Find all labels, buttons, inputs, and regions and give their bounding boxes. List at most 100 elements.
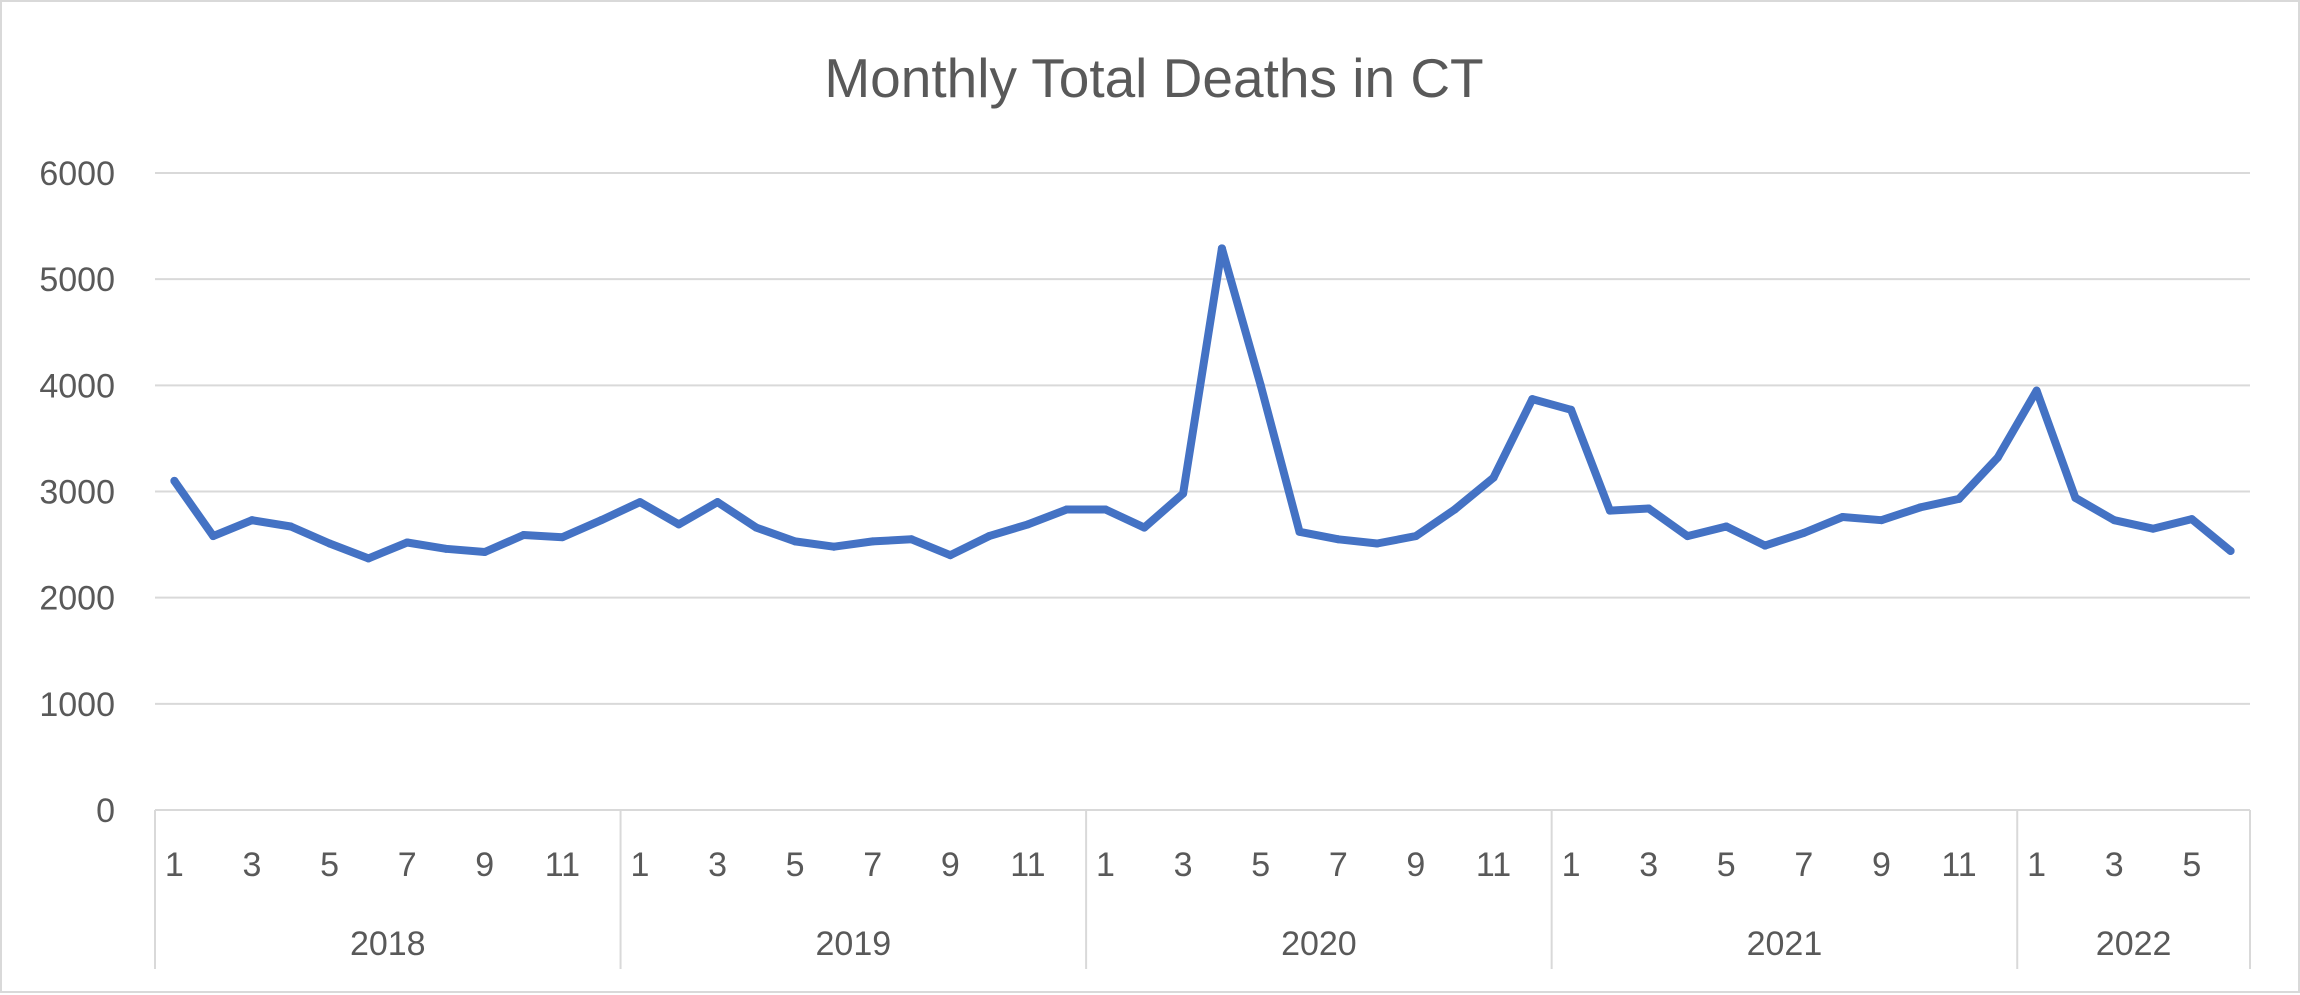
month-tick-label: 1 [1096,846,1115,884]
data-point [558,533,567,542]
data-point [1644,504,1653,513]
data-point [1838,512,1847,521]
data-point [1334,535,1343,544]
data-point [1179,489,1188,498]
data-point [635,498,644,507]
data-point [325,539,334,548]
month-tick-label: 11 [1476,846,1511,884]
month-tick-label: 5 [320,846,339,884]
data-point [2226,546,2235,555]
data-point [1528,395,1537,404]
data-point [2187,515,2196,524]
data-point [2110,516,2119,525]
month-tick-label: 5 [2182,846,2201,884]
year-label: 2018 [350,925,426,963]
data-point [907,535,916,544]
series-line [170,244,2235,563]
data-point [2149,524,2158,533]
data-point [1955,494,1964,503]
data-point [247,516,256,525]
y-tick-label: 1000 [39,686,115,724]
y-tick-label: 5000 [39,261,115,299]
month-tick-label: 1 [630,846,649,884]
y-axis: 0 1000 2000 3000 4000 5000 6000 [39,155,115,830]
month-tick-label: 11 [545,846,580,884]
data-point [985,532,994,541]
y-tick-label: 2000 [39,580,115,618]
data-point [597,516,606,525]
data-point [946,551,955,560]
month-tick-label: 3 [1174,846,1193,884]
year-label: 2019 [816,925,892,963]
data-point [170,476,179,485]
data-point [1683,532,1692,541]
data-point [1993,453,2002,462]
data-point [1567,405,1576,414]
month-tick-label: 7 [1329,846,1348,884]
data-point [286,522,295,531]
data-point [1373,539,1382,548]
data-point [480,548,489,557]
data-point [364,554,373,563]
y-tick-label: 4000 [39,367,115,405]
chart-title: Monthly Total Deaths in CT [824,47,1483,109]
data-point [1217,244,1226,253]
data-point [1450,505,1459,514]
year-label: 2020 [1281,925,1357,963]
data-point [1023,520,1032,529]
month-tick-label: 11 [1941,846,1976,884]
gridlines [155,172,2250,811]
month-tick-label: 5 [1251,846,1270,884]
data-point [1411,532,1420,541]
data-point [1101,505,1110,514]
data-point [403,538,412,547]
data-point [1761,541,1770,550]
month-tick-label: 1 [2027,846,2046,884]
month-tick-label: 1 [1562,846,1581,884]
data-point [752,523,761,532]
month-tick-label: 3 [2105,846,2124,884]
month-tick-label: 5 [786,846,805,884]
data-point [829,542,838,551]
data-point [1062,505,1071,514]
data-point [1877,516,1886,525]
month-tick-label: 9 [1406,846,1425,884]
y-tick-label: 6000 [39,155,115,193]
data-point [1605,506,1614,515]
data-point [209,532,218,541]
data-point [2071,493,2080,502]
month-tick-label: 3 [708,846,727,884]
month-tick-label: 5 [1717,846,1736,884]
month-tick-label: 7 [863,846,882,884]
data-point [791,537,800,546]
month-tick-label: 7 [1794,846,1813,884]
month-tick-label: 11 [1010,846,1045,884]
data-point [674,520,683,529]
data-point [1295,527,1304,536]
data-point [1722,522,1731,531]
data-point [441,544,450,553]
y-tick-label: 0 [96,792,115,830]
data-point [1140,523,1149,532]
data-point [1916,503,1925,512]
data-point [1489,473,1498,482]
y-tick-label: 3000 [39,474,115,512]
month-tick-label: 3 [1639,846,1658,884]
month-tick-label: 9 [941,846,960,884]
data-point [519,531,528,540]
data-point [1799,528,1808,537]
month-tick-label: 7 [398,846,417,884]
month-tick-label: 1 [165,846,184,884]
year-label: 2022 [2096,925,2172,963]
data-point [868,537,877,546]
month-tick-label: 9 [1872,846,1891,884]
series-layer [170,244,2235,563]
month-tick-label: 3 [243,846,262,884]
year-label: 2021 [1747,925,1823,963]
month-tick-label: 9 [475,846,494,884]
data-point [2032,386,2041,395]
data-point [713,498,722,507]
